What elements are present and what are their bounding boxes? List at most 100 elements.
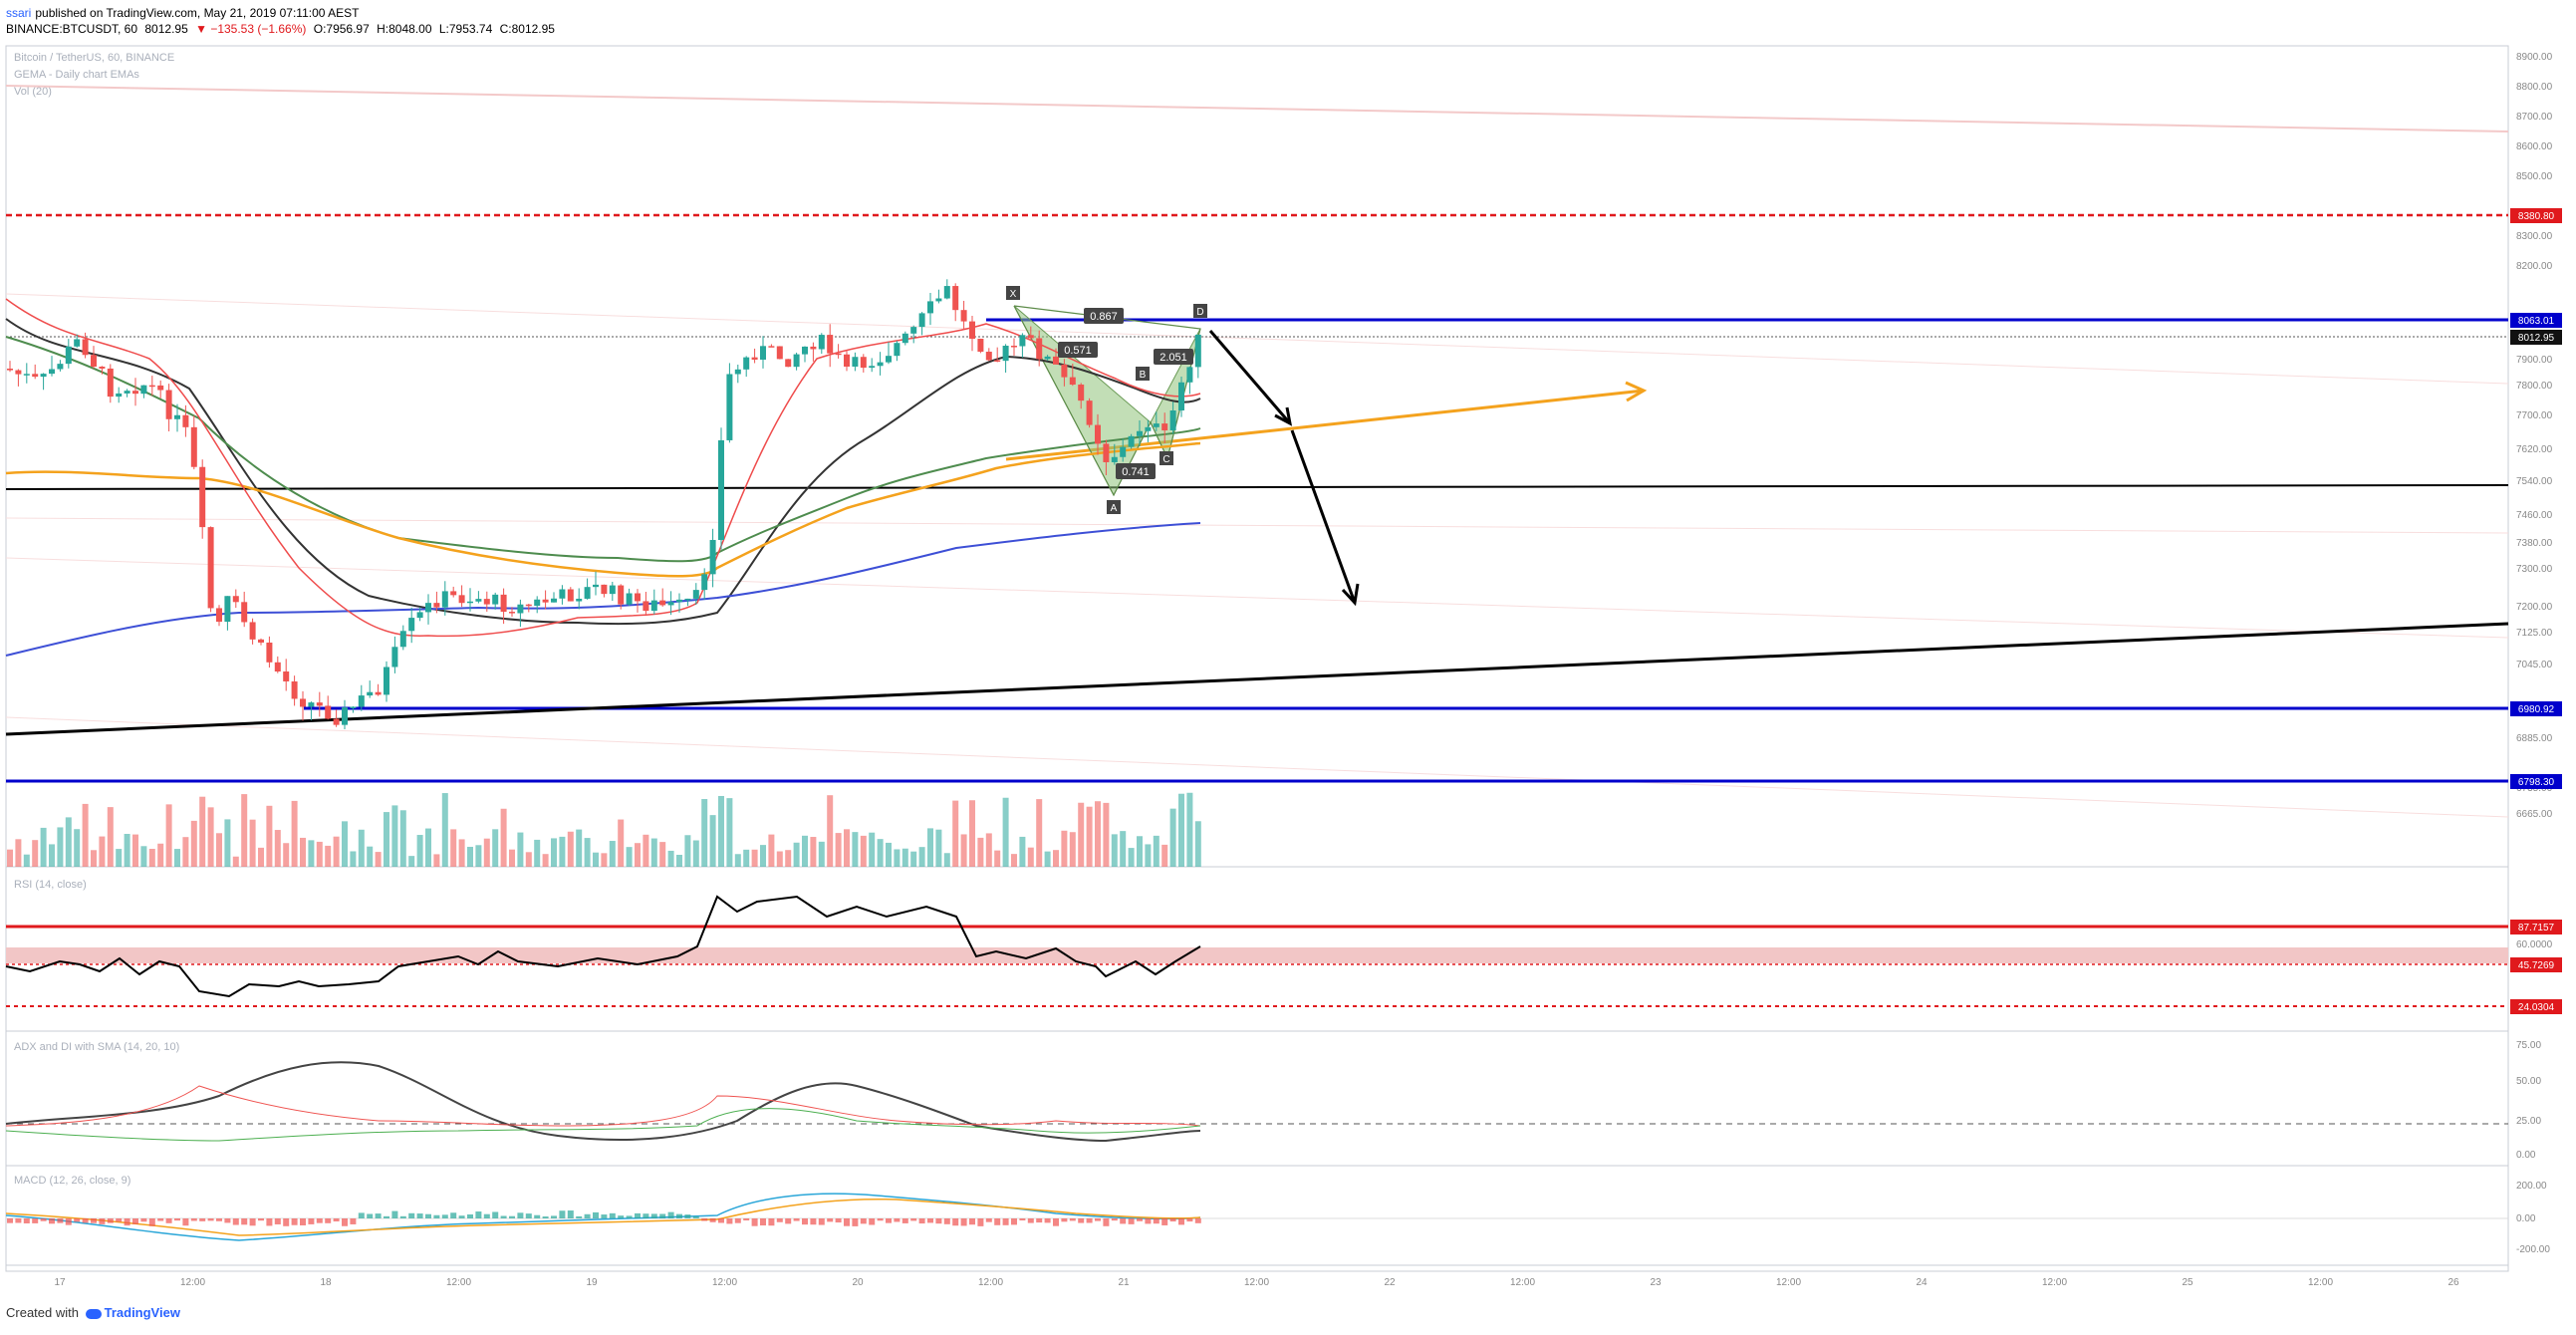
volume-bar <box>99 836 106 867</box>
macd-hist-bar <box>776 1218 783 1222</box>
volume-bar <box>15 839 22 867</box>
faint-trendline-1 <box>5 293 2509 385</box>
macd-hist-bar <box>584 1213 591 1218</box>
candle-body <box>969 321 975 339</box>
svg-text:0.741: 0.741 <box>1122 466 1150 478</box>
volume-bar <box>1053 850 1059 867</box>
projection-arrowhead-2 <box>1341 583 1360 607</box>
volume-bar <box>567 831 574 867</box>
candle-body <box>207 527 214 609</box>
volume-bar <box>274 830 281 867</box>
macd-hist-bar <box>291 1218 298 1225</box>
macd-hist-bar <box>952 1218 959 1226</box>
volume-bar <box>65 817 72 867</box>
macd-histogram <box>7 1210 1201 1226</box>
volume-bar <box>40 827 47 867</box>
macd-hist-bar <box>91 1218 97 1223</box>
volume-bar <box>734 854 741 867</box>
legend-title: Bitcoin / TetherUS, 60, BINANCE <box>14 52 175 64</box>
macd-hist-bar <box>475 1211 482 1218</box>
candle-body <box>232 596 239 603</box>
harmonic-ratio-xd: 0.867 <box>1084 308 1124 324</box>
macd-hist-bar <box>709 1218 716 1222</box>
macd-hist-bar <box>32 1218 39 1223</box>
author-link[interactable]: ssari <box>6 6 32 20</box>
volume-bar <box>692 840 699 867</box>
price-badge-r2: 8063.01 <box>2510 313 2562 328</box>
candle-body <box>793 354 800 368</box>
macd-signal-line <box>5 1198 1201 1236</box>
candle-body <box>927 301 933 314</box>
macd-tick: 0.00 <box>2516 1213 2536 1224</box>
ema-red <box>5 298 1201 638</box>
candle-body <box>199 466 206 528</box>
candle-body <box>91 355 97 367</box>
macd-hist-bar <box>593 1211 599 1218</box>
volume-bar <box>207 807 214 867</box>
time-axis[interactable]: 17 12:00 18 12:00 19 12:00 20 12:00 21 12:00 22 12:… <box>54 1277 2459 1288</box>
volume-bar <box>283 843 290 867</box>
candle-body <box>818 335 825 350</box>
volume-bar <box>1027 847 1034 867</box>
macd-hist-bar <box>985 1218 992 1222</box>
macd-hist-bar <box>49 1218 55 1224</box>
macd-hist-bar <box>249 1218 256 1226</box>
ema-blue <box>5 522 1201 657</box>
candle-body <box>82 339 89 356</box>
footer-brand-link[interactable]: TradingView <box>104 1305 180 1320</box>
candle-body <box>416 612 423 619</box>
macd-hist-bar <box>692 1215 699 1218</box>
volume-bar <box>902 848 908 867</box>
macd-hist-bar <box>1019 1218 1026 1221</box>
volume-bar <box>342 821 348 867</box>
candle-body <box>852 357 859 367</box>
macd-hist-bar <box>325 1218 332 1223</box>
macd-hist-bar <box>384 1215 389 1218</box>
macd-hist-bar <box>667 1211 674 1218</box>
volume-bar <box>935 829 942 867</box>
candle-body <box>977 338 984 353</box>
candle-body <box>844 354 850 367</box>
price-axis[interactable]: 8900.00 8800.00 8700.00 8600.00 8500.00 8300.… <box>2516 52 2553 820</box>
macd-hist-bar <box>852 1218 859 1226</box>
macd-hist-bar <box>441 1214 448 1218</box>
price-chart[interactable]: X A B C D 0.867 0.571 0.741 2.051 8900.0… <box>0 40 2576 1335</box>
candle-body <box>1103 443 1110 462</box>
time-tick: 17 <box>54 1277 66 1288</box>
macd-hist-bar <box>333 1218 340 1222</box>
macd-hist-bar <box>375 1213 382 1218</box>
macd-hist-bar <box>517 1212 524 1218</box>
price-tick: 7300.00 <box>2516 564 2553 575</box>
macd-hist-bar <box>416 1213 423 1218</box>
macd-hist-bar <box>1194 1218 1201 1223</box>
svg-text:45.7269: 45.7269 <box>2518 960 2555 971</box>
adx-tick: 75.00 <box>2516 1040 2541 1051</box>
macd-hist-bar <box>82 1218 89 1223</box>
macd-hist-bar <box>1095 1218 1101 1221</box>
macd-hist-bar <box>1027 1218 1034 1223</box>
price-tick: 8500.00 <box>2516 171 2553 182</box>
macd-hist-bar <box>1145 1218 1152 1224</box>
volume-bar <box>626 847 633 867</box>
time-tick: 23 <box>1650 1277 1662 1288</box>
candle-body <box>224 596 231 623</box>
candle-body <box>1128 435 1135 447</box>
price-tick: 7620.00 <box>2516 444 2553 455</box>
macd-hist-bar <box>467 1213 473 1218</box>
macd-hist-bar <box>182 1218 189 1226</box>
harmonic-ratio-ac: 0.741 <box>1116 463 1156 479</box>
harmonic-pattern-outline <box>1013 305 1201 497</box>
volume-bar <box>266 805 273 867</box>
price-tick: 6665.00 <box>2516 809 2553 820</box>
rising-trendline <box>5 622 2509 736</box>
macd-hist-bar <box>768 1218 775 1226</box>
macd-hist-bar <box>174 1218 180 1221</box>
chart-frame <box>5 45 2509 1272</box>
macd-hist-bar <box>157 1218 164 1221</box>
macd-hist-bar <box>1137 1218 1143 1221</box>
candle-body <box>274 662 281 672</box>
time-tick: 26 <box>2447 1277 2459 1288</box>
volume-bar <box>1120 831 1127 867</box>
volume-bar <box>1078 802 1085 867</box>
macd-hist-bar <box>734 1218 741 1223</box>
